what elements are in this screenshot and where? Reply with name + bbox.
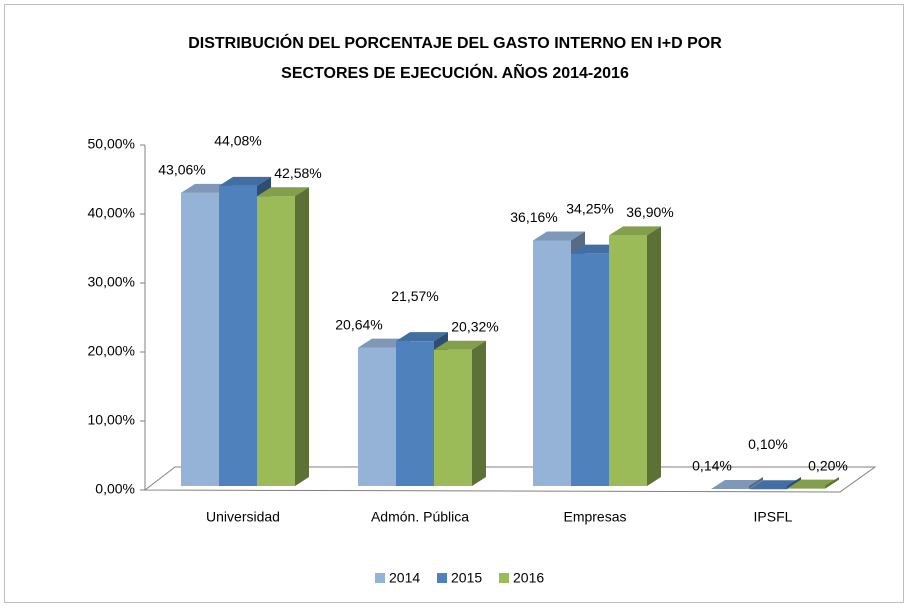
chart-title: DISTRIBUCIÓN DEL PORCENTAJE DEL GASTO IN…: [188, 33, 722, 52]
value-label: 20,64%: [335, 316, 382, 332]
value-label: 0,14%: [692, 458, 732, 474]
bar-top: [609, 226, 661, 236]
legend-swatch: [499, 573, 509, 583]
bar-side: [825, 477, 839, 489]
floor: [143, 466, 877, 493]
bar-side: [647, 226, 661, 486]
y-tick-label: 40,00%: [88, 205, 135, 221]
legend-label: 2014: [389, 570, 420, 586]
value-label: 0,10%: [748, 436, 788, 452]
bar-top: [396, 332, 448, 342]
chart-title: SECTORES DE EJECUCIÓN. AÑOS 2014-2016: [281, 62, 629, 82]
legend-label: 2015: [451, 570, 482, 586]
x-tick-label: Universidad: [206, 509, 280, 525]
value-label: 20,32%: [451, 318, 498, 334]
bar: [358, 347, 396, 486]
legend-swatch: [375, 573, 385, 583]
value-label: 0,20%: [808, 457, 848, 473]
y-tick-label: 50,00%: [88, 136, 135, 152]
value-label: 36,90%: [626, 204, 673, 220]
bar-top: [257, 187, 309, 197]
value-label: 43,06%: [158, 162, 205, 178]
bar: [181, 192, 219, 487]
legend-swatch: [437, 573, 447, 583]
y-tick-label: 30,00%: [88, 274, 135, 290]
bar: [609, 235, 647, 486]
x-tick-label: Empresas: [563, 509, 626, 525]
bar: [571, 253, 609, 486]
bar: [434, 349, 472, 486]
x-tick-label: Admón. Pública: [371, 509, 469, 525]
value-label: 34,25%: [566, 200, 613, 216]
bar: [257, 196, 295, 486]
bar-top: [219, 176, 271, 186]
y-tick-label: 10,00%: [88, 412, 135, 428]
bar-side: [472, 340, 486, 486]
bar: [533, 240, 571, 486]
bar: [396, 341, 434, 486]
y-tick-label: 0,00%: [95, 481, 135, 497]
chart-frame: [4, 4, 904, 603]
bar-side: [787, 477, 801, 490]
bar: [219, 185, 257, 486]
y-tick-label: 20,00%: [88, 343, 135, 359]
value-label: 44,08%: [214, 133, 261, 149]
bar-top: [434, 340, 486, 350]
value-label: 42,58%: [274, 165, 321, 181]
x-tick-label: IPSFL: [754, 509, 793, 525]
bar-side: [749, 477, 763, 490]
bar-top: [533, 231, 585, 241]
legend-label: 2016: [513, 570, 544, 586]
value-label: 36,16%: [510, 209, 557, 225]
value-label: 21,57%: [391, 288, 438, 304]
bar-side: [295, 187, 309, 486]
